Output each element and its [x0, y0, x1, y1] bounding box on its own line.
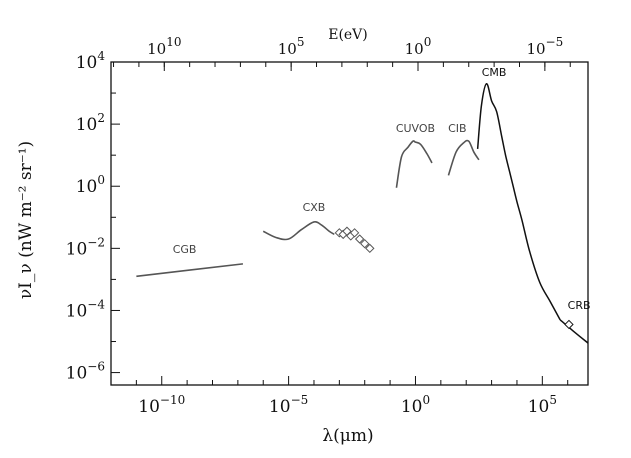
series-cxb-points — [334, 226, 375, 254]
x-tick-label-base: 10 — [401, 397, 423, 417]
series-cuvob: CUVOB — [395, 122, 435, 188]
series-label: CIB — [448, 122, 466, 135]
top-tick-label-exp: 0 — [424, 35, 432, 49]
y-tick-label-exp: −2 — [87, 235, 105, 249]
x-tick-label-base: 10 — [138, 397, 160, 417]
top-tick-label: 105 — [278, 35, 305, 58]
top-tick-label-base: 10 — [405, 40, 424, 58]
y-tick-label: 102 — [76, 111, 105, 135]
x-tick-label-exp: 0 — [422, 393, 430, 407]
y-tick-label-exp: 0 — [97, 173, 105, 187]
series-line — [447, 139, 480, 176]
y-axis-title: νI_ν (nW m⁻² sr⁻¹) — [16, 141, 36, 299]
x-tick-label-exp: −5 — [291, 393, 309, 407]
series-label: CMB — [482, 66, 507, 79]
y-tick-label: 10−4 — [66, 297, 106, 321]
y-tick-label-base: 10 — [76, 115, 98, 135]
series-crb: CRB — [559, 299, 591, 344]
series-line — [559, 319, 589, 344]
data-point-diamond — [365, 243, 375, 254]
series-cmb: CMB — [476, 66, 561, 321]
top-tick-label-base: 10 — [147, 40, 166, 58]
top-tick-label: 100 — [405, 35, 432, 58]
x-axis-title: λ(μm) — [322, 426, 373, 446]
y-tick-label: 10−6 — [66, 360, 105, 384]
data-point-diamond — [564, 319, 574, 330]
data-point-diamond — [360, 238, 370, 249]
y-tick-label-exp: −4 — [87, 297, 105, 311]
top-tick-label-base: 10 — [526, 40, 545, 58]
series-cib: CIB — [447, 122, 480, 176]
series-label: CRB — [568, 299, 591, 312]
x-tick-label-base: 10 — [269, 397, 291, 417]
series-label: CUVOB — [396, 122, 435, 135]
x-tick-label: 10−5 — [269, 393, 308, 417]
y-tick-label-exp: 2 — [97, 111, 105, 125]
x-tick-label-exp: −10 — [160, 393, 185, 407]
x-tick-label-exp: 5 — [549, 393, 557, 407]
plot-frame — [110, 61, 589, 386]
y-tick-label-exp: −6 — [87, 360, 105, 374]
data-point-diamond — [354, 234, 365, 244]
x-tick-label: 10−10 — [138, 393, 185, 417]
series-crb-point — [564, 319, 574, 330]
x-tick-label-base: 10 — [528, 397, 550, 417]
y-tick-label-base: 10 — [66, 239, 88, 259]
top-tick-label: 1010 — [147, 35, 181, 58]
y-tick-label: 104 — [76, 49, 106, 73]
series-line — [476, 82, 561, 321]
x-tick-label: 105 — [528, 393, 557, 417]
top-axis-title: E(eV) — [328, 27, 368, 43]
series-cgb: CGB — [136, 243, 244, 278]
top-tick-label-exp: 5 — [297, 35, 305, 49]
series-line — [395, 140, 433, 188]
series-label: CGB — [173, 243, 197, 256]
data-point-diamond — [349, 228, 360, 238]
axis-labels: λ(μm) E(eV) νI_ν (nW m⁻² sr⁻¹) — [16, 27, 374, 446]
series-line — [136, 263, 244, 278]
y-tick-label-base: 10 — [66, 301, 88, 321]
series-label: CXB — [303, 201, 326, 214]
x-tick-label: 100 — [401, 393, 430, 417]
y-tick-label: 10−2 — [66, 235, 105, 259]
top-tick-label-exp: −5 — [546, 35, 564, 49]
y-tick-label-base: 10 — [66, 364, 88, 384]
series-layer: CGB CXB CUVOB CIB CMB CRB — [136, 66, 591, 344]
series-line — [262, 220, 335, 241]
y-tick-label: 100 — [76, 173, 105, 197]
y-tick-label-base: 10 — [76, 177, 98, 197]
y-tick-label-base: 10 — [76, 53, 98, 73]
plot-border — [110, 61, 589, 386]
series-cxb: CXB — [262, 201, 335, 241]
top-tick-label-exp: 10 — [166, 35, 181, 49]
y-tick-label-exp: 4 — [97, 49, 105, 63]
top-tick-label-base: 10 — [278, 40, 297, 58]
axis-ticks: 10−10 10−5 100 10510410210010−210−410−61010… — [66, 35, 571, 417]
top-tick-label: 10−5 — [526, 35, 563, 58]
